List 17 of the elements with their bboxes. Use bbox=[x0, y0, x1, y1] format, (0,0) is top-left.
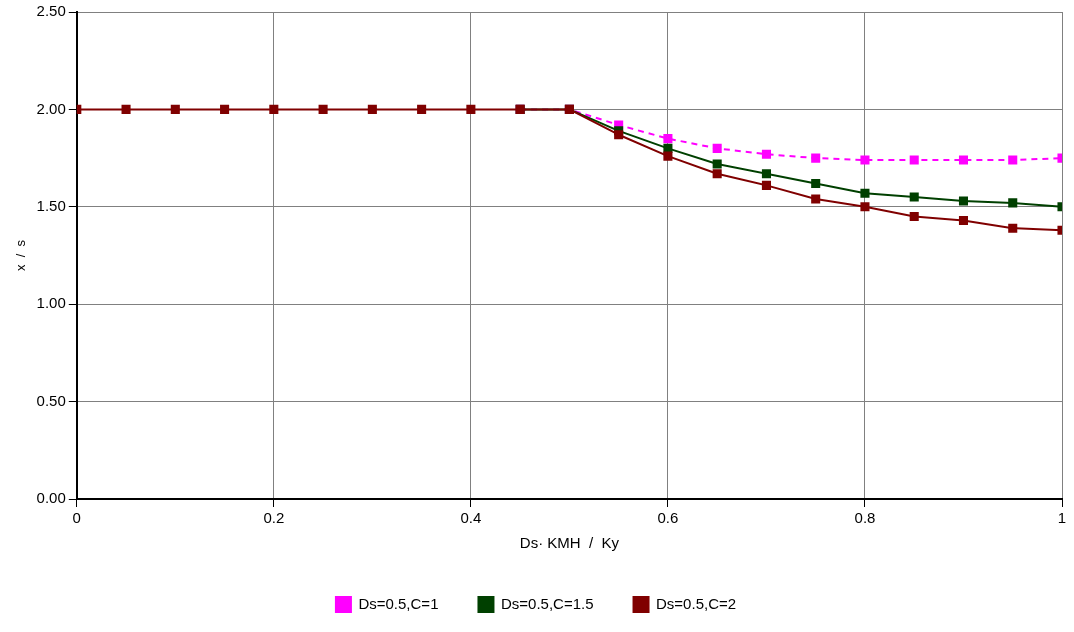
x-tick-label: 0.2 bbox=[263, 509, 285, 527]
legend-label: Ds=0.5,C=1.5 bbox=[500, 594, 594, 612]
y-axis-title: x / s bbox=[13, 239, 29, 272]
y-tick-label: 0.50 bbox=[36, 391, 66, 409]
x-axis-title: Ds· KMH / Ky bbox=[519, 534, 620, 552]
y-tick-label: 2.50 bbox=[36, 2, 66, 20]
y-tick-label: 1.50 bbox=[36, 196, 66, 214]
x-tick-label: 0 bbox=[72, 509, 81, 527]
y-tick-label: 0.00 bbox=[36, 489, 66, 507]
legend-label: Ds=0.5,C=1 bbox=[358, 594, 439, 612]
x-tick-label: 1 bbox=[1057, 509, 1067, 527]
x-tick-label: 0.8 bbox=[854, 509, 876, 527]
x-tick-label: 0.4 bbox=[460, 509, 482, 527]
legend-label: Ds=0.5,C=2 bbox=[656, 594, 737, 612]
y-tick-label: 2.00 bbox=[36, 99, 66, 117]
y-tick-label: 1.00 bbox=[36, 294, 66, 312]
x-tick-label: 0.6 bbox=[657, 509, 679, 527]
